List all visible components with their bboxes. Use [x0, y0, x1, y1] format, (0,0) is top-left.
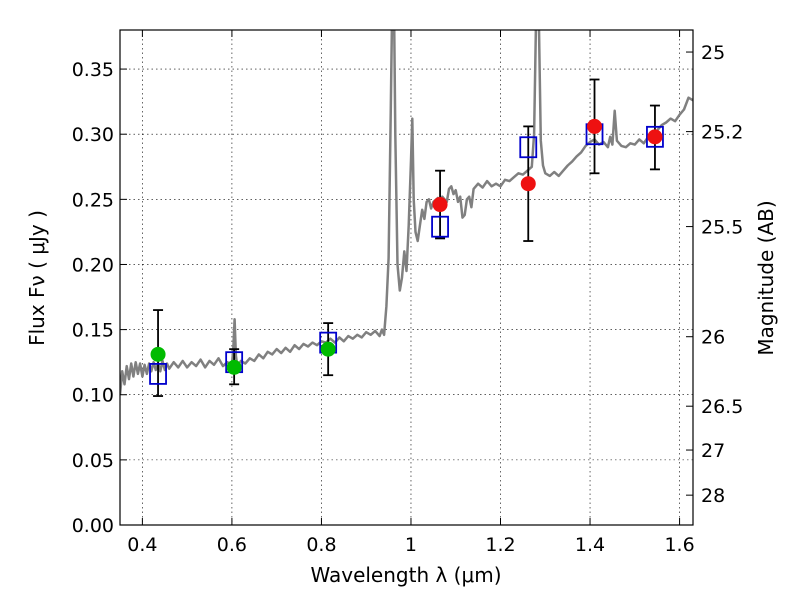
- right-tick-label: 25.2: [701, 122, 743, 144]
- red-point: [647, 129, 663, 145]
- y-tick-label: 0.05: [72, 450, 114, 472]
- green-point: [150, 346, 166, 362]
- green-point: [226, 359, 242, 375]
- plot-background: [120, 30, 693, 525]
- y-tick-label: 0.10: [72, 385, 114, 407]
- x-tick-label: 1.2: [485, 534, 515, 556]
- x-tick-label: 0.6: [217, 534, 247, 556]
- y-tick-label: 0.20: [72, 254, 114, 276]
- ticks: 0.4 0.6 0.8 1 1.2 1.4 1.6 0.00 0.05 0.10 0.15 0.20 0…: [72, 30, 743, 556]
- right-tick-label: 27: [701, 440, 725, 462]
- x-tick-label: 1: [405, 534, 417, 556]
- x-tick-label: 0.4: [127, 534, 157, 556]
- red-point: [432, 197, 448, 213]
- spectrum-layer: [120, 30, 693, 395]
- right-tick-label: 28: [701, 485, 725, 507]
- right-axis-label: Magnitude (AB): [754, 200, 778, 355]
- model-square: [149, 362, 167, 385]
- red-point: [587, 118, 603, 134]
- right-tick-label: 26: [701, 327, 725, 349]
- y-tick-label: 0.35: [72, 59, 114, 81]
- model-square: [646, 125, 664, 148]
- x-tick-label: 1.6: [664, 534, 694, 556]
- points-layer: [150, 118, 663, 375]
- y-tick-label: 0.00: [72, 515, 114, 537]
- y-axis-label: Flux Fν ( μJy ): [25, 210, 49, 346]
- right-tick-label: 25.5: [701, 217, 743, 239]
- y-tick-label: 0.30: [72, 124, 114, 146]
- right-tick-label: 26.5: [701, 396, 743, 418]
- x-tick-label: 0.8: [306, 534, 336, 556]
- model-square: [519, 136, 538, 159]
- y-tick-label: 0.15: [72, 320, 114, 342]
- grid: [120, 30, 693, 525]
- x-axis-label: Wavelength λ (μm): [310, 563, 501, 587]
- plot-frame: [119, 29, 694, 526]
- green-point: [320, 341, 336, 357]
- x-tick-label: 1.4: [575, 534, 605, 556]
- y-tick-label: 0.25: [72, 189, 114, 211]
- right-tick-label: 25: [701, 42, 725, 64]
- model-square: [431, 215, 449, 238]
- spectrum-line: [120, 30, 693, 395]
- red-point: [520, 176, 536, 192]
